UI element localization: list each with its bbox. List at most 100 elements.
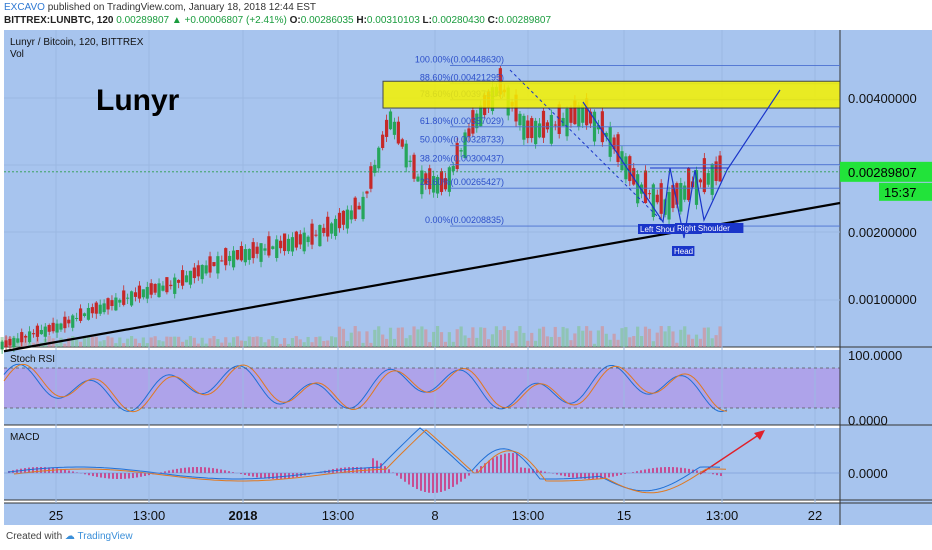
- candle-body: [118, 299, 122, 303]
- macd-histogram-bar: [36, 467, 38, 473]
- volume-bar: [290, 338, 295, 347]
- volume-bar: [400, 327, 404, 347]
- volume-bar: [149, 337, 153, 347]
- candle-body: [298, 234, 302, 245]
- macd-histogram-bar: [232, 472, 234, 473]
- volume-bar: [369, 342, 373, 347]
- macd-histogram-bar: [576, 473, 578, 479]
- volume-bar: [59, 337, 63, 347]
- stoch-tick-label: 0.0000: [848, 413, 888, 428]
- volume-bar: [632, 336, 636, 347]
- volume-bar: [333, 337, 338, 347]
- tradingview-link[interactable]: TradingView: [77, 531, 133, 542]
- macd-histogram-bar: [124, 473, 126, 479]
- macd-histogram-bar: [624, 473, 626, 475]
- volume-bar: [102, 340, 106, 347]
- symbol-label: BITTREX:LUNBTC, 120: [4, 15, 114, 26]
- countdown-label: 15:37: [884, 185, 917, 200]
- volume-bar: [345, 341, 349, 347]
- time-tick-label: 22: [808, 508, 822, 523]
- macd-histogram-bar: [60, 468, 62, 473]
- macd-histogram-bar: [632, 472, 634, 473]
- macd-histogram-bar: [512, 453, 514, 473]
- macd-histogram-bar: [580, 473, 582, 479]
- volume-bar: [196, 343, 200, 347]
- volume-bar: [361, 342, 365, 347]
- macd-histogram-bar: [340, 467, 342, 473]
- macd-histogram-bar: [228, 471, 230, 473]
- candle-body: [157, 283, 161, 298]
- macd-histogram-bar: [556, 473, 558, 475]
- macd-histogram-bar: [176, 468, 178, 473]
- candle-body: [31, 333, 36, 335]
- macd-histogram-bar: [644, 469, 646, 473]
- macd-histogram-bar: [488, 460, 490, 473]
- macd-histogram-bar: [224, 470, 226, 473]
- macd-histogram-bar: [492, 458, 494, 473]
- candle-body: [310, 223, 314, 245]
- macd-histogram-bar: [436, 473, 438, 493]
- candle-body: [596, 125, 601, 130]
- volume-bar: [420, 326, 424, 347]
- candle-body: [137, 285, 142, 299]
- candle-body: [204, 265, 208, 274]
- price-axis-strip: [840, 30, 932, 525]
- big-title: Lunyr: [96, 84, 180, 117]
- candle-body: [624, 156, 628, 180]
- volume-bar: [396, 327, 400, 347]
- macd-histogram-bar: [168, 470, 170, 473]
- macd-histogram-bar: [420, 473, 422, 491]
- candle-body: [8, 338, 12, 346]
- macd-histogram-bar: [132, 473, 134, 479]
- stoch-band: [4, 368, 840, 408]
- candle-body: [416, 176, 420, 182]
- macd-histogram-bar: [76, 472, 78, 473]
- macd-histogram-bar: [400, 473, 402, 479]
- volume-bar: [341, 328, 346, 347]
- macd-histogram-bar: [104, 473, 106, 479]
- candle-body: [318, 225, 322, 247]
- candle-body: [177, 279, 181, 283]
- macd-histogram-bar: [660, 467, 662, 473]
- author-name[interactable]: EXCAVO: [4, 2, 45, 13]
- left-shoulder-label: Left Shoulder: [640, 225, 688, 234]
- candle-body: [714, 161, 718, 181]
- macd-histogram-bar: [40, 467, 42, 473]
- candle-body: [424, 173, 428, 185]
- volume-bar: [467, 337, 471, 347]
- volume-bar: [443, 341, 448, 347]
- macd-histogram-bar: [696, 470, 698, 473]
- volume-bar: [663, 331, 667, 347]
- volume-bar: [698, 338, 703, 347]
- candle-body: [208, 256, 212, 273]
- volume-bar: [243, 340, 247, 347]
- volume-bar: [16, 340, 20, 347]
- candle-body: [302, 232, 306, 252]
- volume-bar: [675, 342, 679, 347]
- volume-bar: [534, 340, 538, 347]
- volume-bar: [216, 339, 220, 347]
- volume-bar: [510, 343, 514, 347]
- macd-histogram-bar: [380, 463, 382, 473]
- candle-body: [388, 111, 393, 130]
- macd-histogram-bar: [72, 471, 74, 473]
- macd-histogram-bar: [584, 473, 586, 479]
- volume-bar: [588, 330, 593, 347]
- candle-body: [106, 298, 110, 310]
- volume-bar: [628, 337, 632, 347]
- macd-histogram-bar: [44, 467, 46, 473]
- candle-body: [279, 240, 283, 249]
- volume-bar: [636, 326, 640, 347]
- volume-bar: [690, 338, 695, 347]
- candle-body: [55, 323, 59, 333]
- candle-body: [565, 108, 569, 137]
- volume-bar: [624, 327, 628, 347]
- macd-histogram-bar: [352, 467, 354, 473]
- volume-bar: [463, 335, 467, 347]
- volume-bar: [667, 326, 671, 347]
- macd-histogram-bar: [704, 472, 706, 473]
- candle-body: [698, 179, 703, 183]
- volume-bar: [129, 336, 134, 347]
- macd-histogram-bar: [120, 473, 122, 479]
